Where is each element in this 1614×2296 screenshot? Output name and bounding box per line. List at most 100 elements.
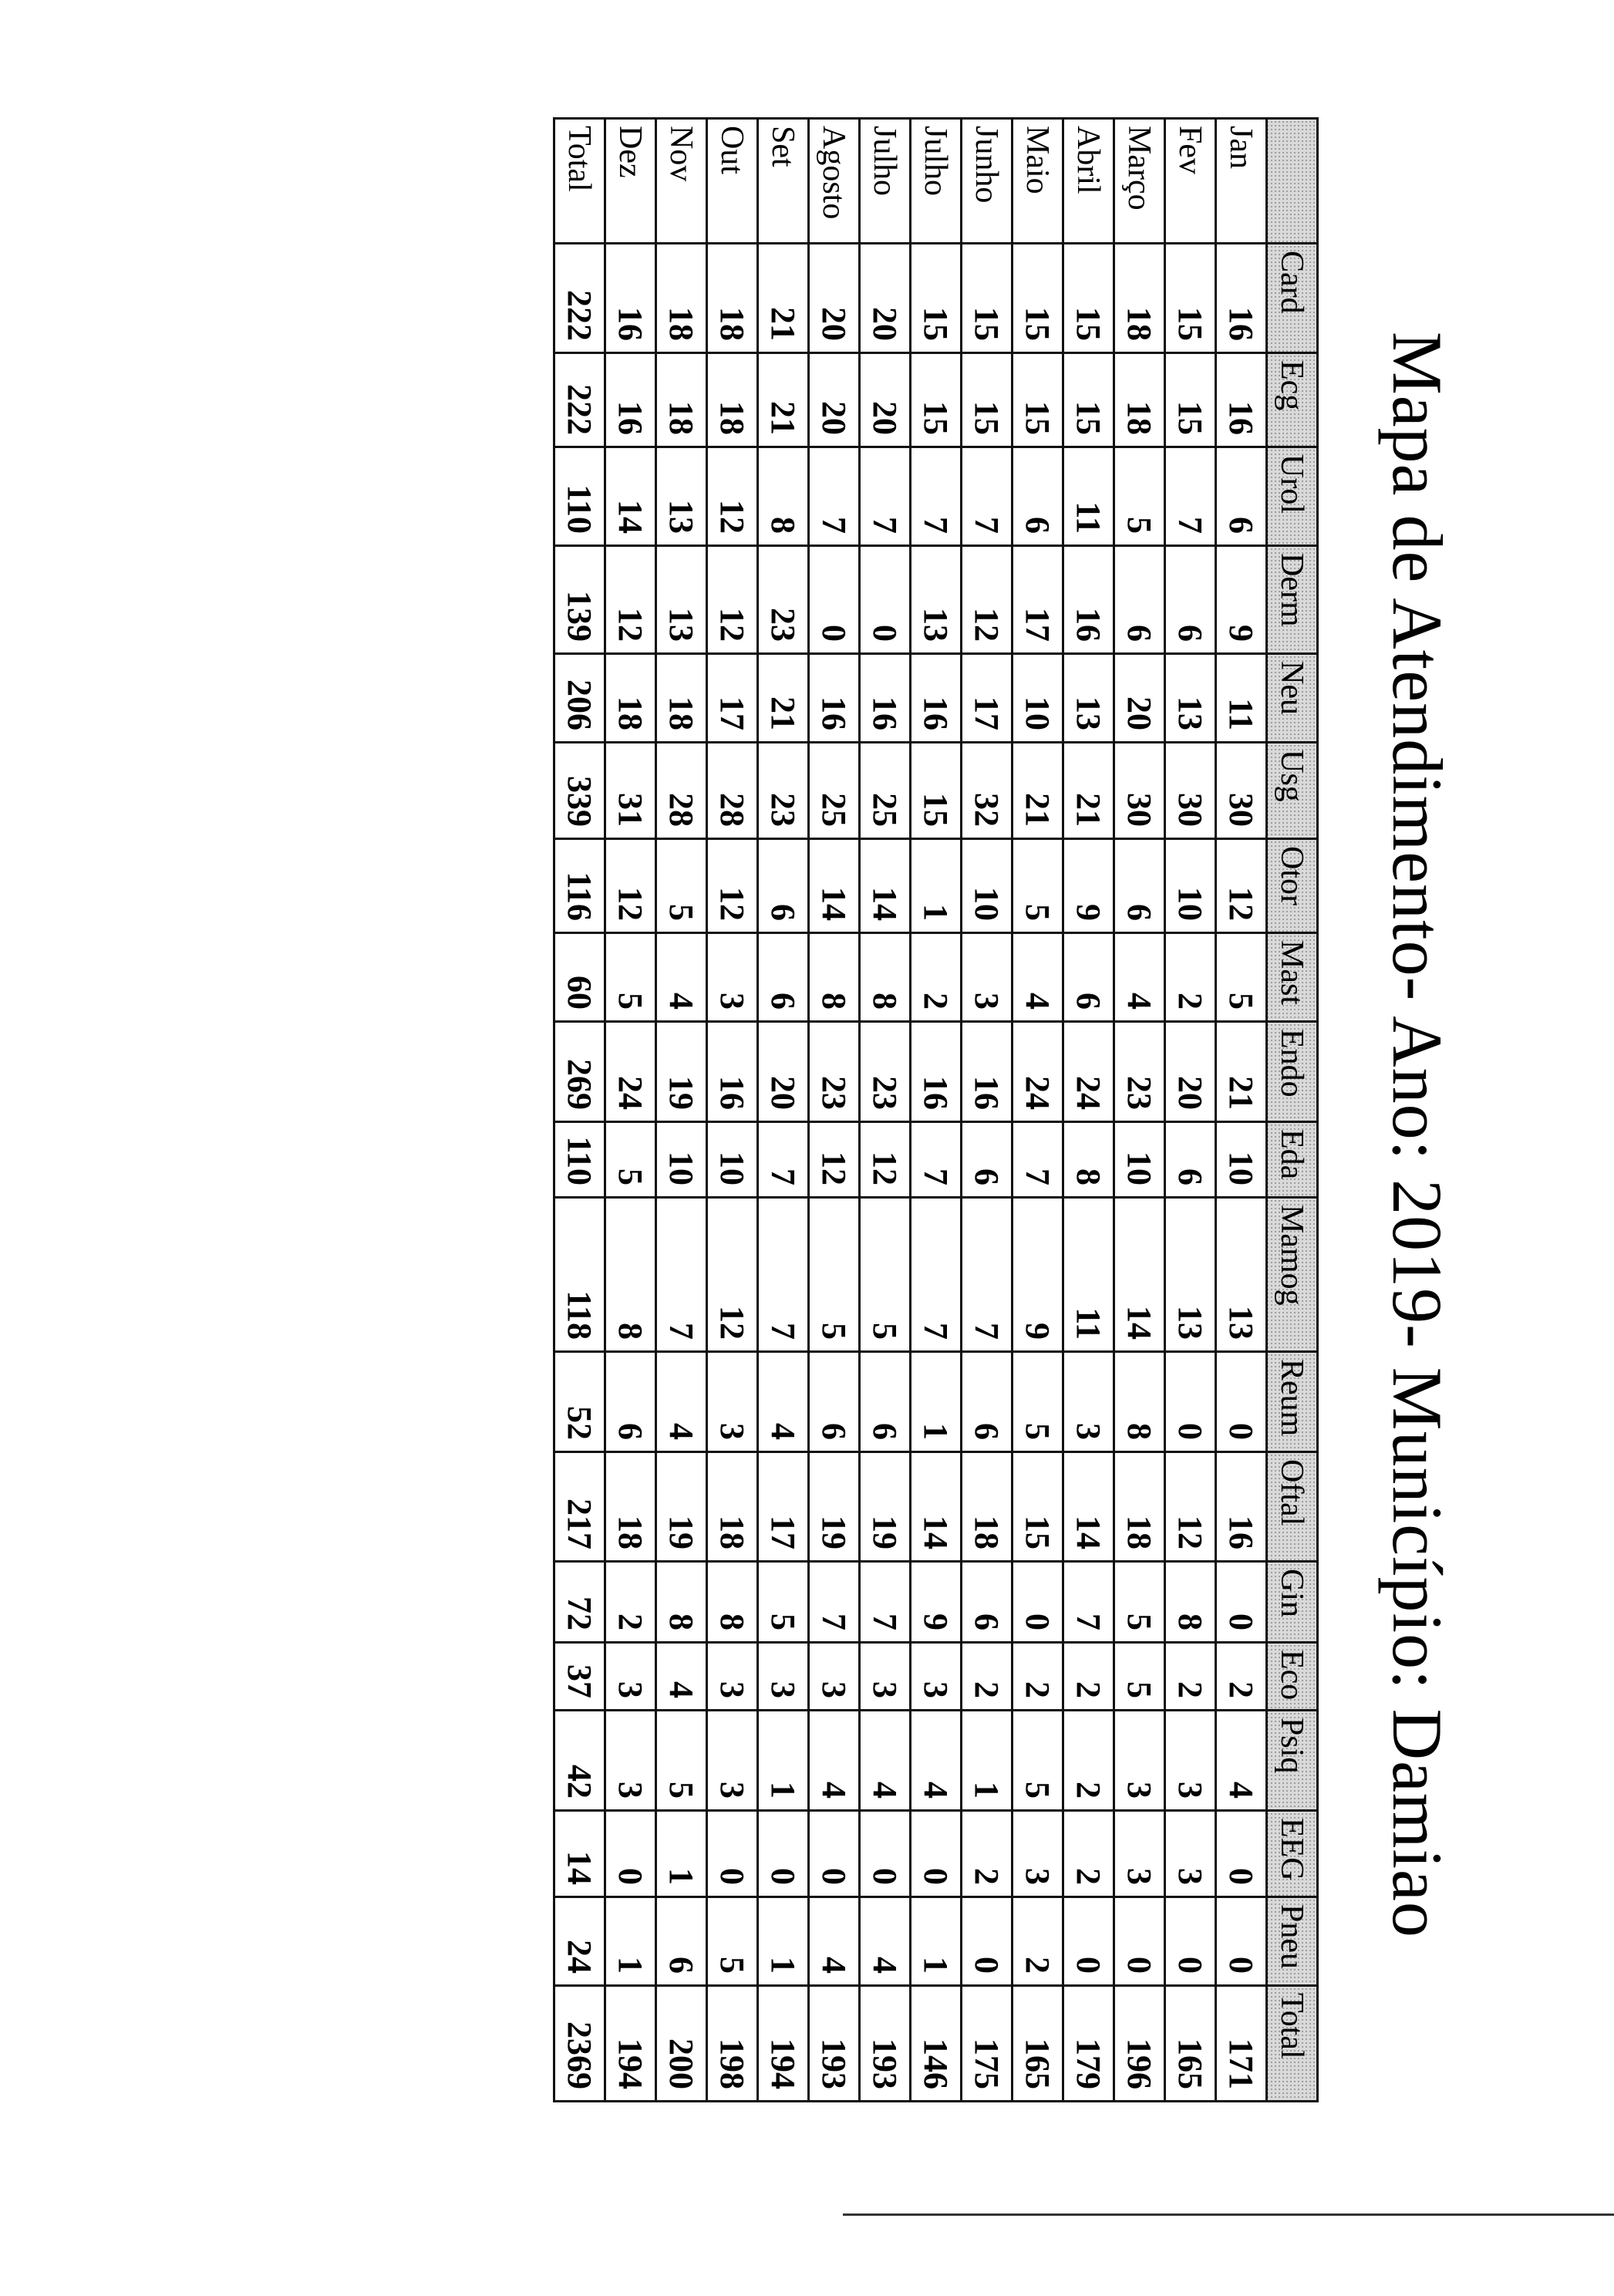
table-row: Nov 18 18 13 13 18 28 5 4 19 10 7 4 19 8 4 5 1 6 200 <box>655 118 707 2102</box>
table-row: Agosto 20 20 7 0 16 25 14 8 23 12 5 6 19 7 3 4 0 4 193 <box>808 118 860 2102</box>
table-cell: 15 <box>910 243 962 353</box>
table-cell: 2 <box>1063 1710 1114 1811</box>
table-cell: 3 <box>1114 1710 1165 1811</box>
table-cell: 12 <box>706 838 758 933</box>
table-cell: 23 <box>859 1021 911 1122</box>
row-label: Out <box>706 118 758 244</box>
column-header: Oftal <box>1266 1451 1318 1562</box>
header-row: Card Ecg Urol Derm Neu Usg Otor Mast Endo Eda Mamo… <box>1266 118 1318 2102</box>
table-cell: 269 <box>554 1021 605 1122</box>
table-cell: 30 <box>1114 742 1165 839</box>
table-cell: 8 <box>605 1197 656 1352</box>
table-cell: 7 <box>859 447 911 546</box>
table-cell: 15 <box>1012 352 1063 447</box>
column-header: Pneu <box>1266 1896 1318 1986</box>
table-cell: 15 <box>961 352 1013 447</box>
table-cell: 31 <box>605 742 656 839</box>
table-cell: 72 <box>554 1561 605 1643</box>
table-cell: 14 <box>1114 1197 1165 1352</box>
table-cell: 2 <box>1063 1642 1114 1711</box>
table-cell: 25 <box>808 742 860 839</box>
table-cell: 165 <box>1012 1985 1063 2102</box>
table-cell: 6 <box>808 1351 860 1452</box>
table-cell: 4 <box>808 1896 860 1986</box>
table-cell: 1 <box>757 1710 809 1811</box>
row-label: Julho <box>910 118 962 244</box>
table-cell: 16 <box>1215 243 1267 353</box>
table-cell: 5 <box>605 1121 656 1198</box>
table-cell: 0 <box>605 1810 656 1897</box>
table-cell: 15 <box>1012 243 1063 353</box>
table-cell: 8 <box>1114 1351 1165 1452</box>
table-cell: 17 <box>961 653 1013 743</box>
table-cell: 14 <box>1063 1451 1114 1562</box>
table-cell: 17 <box>757 1451 809 1562</box>
table-cell: 206 <box>554 653 605 743</box>
table-cell: 3 <box>1114 1810 1165 1897</box>
table-cell: 198 <box>706 1985 758 2102</box>
table-cell: 16 <box>808 653 860 743</box>
table-cell: 7 <box>757 1121 809 1198</box>
table-row: Março 18 18 5 6 20 30 6 4 23 10 14 8 18 5 5 3 3 0 196 <box>1114 118 1165 2102</box>
table-cell: 6 <box>961 1351 1013 1452</box>
table-cell: 16 <box>1215 352 1267 447</box>
table-cell: 16 <box>1063 545 1114 654</box>
table-cell: 13 <box>655 447 707 546</box>
table-cell: 3 <box>808 1642 860 1711</box>
table-cell: 20 <box>859 243 911 353</box>
table-cell: 7 <box>910 447 962 546</box>
table-cell: 32 <box>961 742 1013 839</box>
table-cell: 3 <box>706 1351 758 1452</box>
row-label: Fev <box>1164 118 1216 244</box>
table-cell: 18 <box>706 1451 758 1562</box>
table-cell: 7 <box>1012 1121 1063 1198</box>
table-cell: 7 <box>808 447 860 546</box>
table-cell: 0 <box>910 1810 962 1897</box>
table-cell: 15 <box>1012 1451 1063 1562</box>
table-cell: 24 <box>605 1021 656 1122</box>
table-cell: 24 <box>554 1896 605 1986</box>
table-cell: 5 <box>655 838 707 933</box>
table-cell: 3 <box>1164 1810 1216 1897</box>
table-cell: 18 <box>1114 352 1165 447</box>
table-cell: 8 <box>1164 1561 1216 1643</box>
table-cell: 23 <box>1114 1021 1165 1122</box>
table-cell: 7 <box>808 1561 860 1643</box>
table-cell: 10 <box>961 838 1013 933</box>
table-cell: 222 <box>554 352 605 447</box>
table-cell: 21 <box>757 243 809 353</box>
table-cell: 6 <box>605 1351 656 1452</box>
table-cell: 165 <box>1164 1985 1216 2102</box>
table-cell: 217 <box>554 1451 605 1562</box>
table-cell: 14 <box>554 1810 605 1897</box>
table-cell: 2 <box>1012 1896 1063 1986</box>
table-cell: 6 <box>1114 838 1165 933</box>
table-cell: 7 <box>910 1121 962 1198</box>
column-header: Card <box>1266 243 1318 353</box>
total-row: Total 222 222 110 139 206 339 116 60 269 110 118 52 2… <box>554 118 605 2102</box>
table-cell: 3 <box>961 932 1013 1022</box>
table-cell: 10 <box>706 1121 758 1198</box>
table-cell: 0 <box>1012 1561 1063 1643</box>
column-header: Reum <box>1266 1351 1318 1452</box>
table-cell: 9 <box>1012 1197 1063 1352</box>
table-cell: 116 <box>554 838 605 933</box>
table-cell: 9 <box>1063 838 1114 933</box>
table-row: Abril 15 15 11 16 13 21 9 6 24 8 11 3 14 7 2 2 2 0 179 <box>1063 118 1114 2102</box>
table-cell: 12 <box>859 1121 911 1198</box>
table-cell: 6 <box>859 1351 911 1452</box>
table-cell: 16 <box>706 1021 758 1122</box>
column-header: EEG <box>1266 1810 1318 1897</box>
table-cell: 2369 <box>554 1985 605 2102</box>
table-cell: 4 <box>655 1351 707 1452</box>
table-cell: 1 <box>757 1896 809 1986</box>
table-cell: 16 <box>605 243 656 353</box>
table-cell: 8 <box>655 1561 707 1643</box>
table-cell: 15 <box>1164 352 1216 447</box>
table-cell: 28 <box>655 742 707 839</box>
row-label: Nov <box>655 118 707 244</box>
table-cell: 3 <box>605 1642 656 1711</box>
table-cell: 3 <box>1063 1351 1114 1452</box>
table-cell: 194 <box>605 1985 656 2102</box>
table-cell: 16 <box>605 352 656 447</box>
